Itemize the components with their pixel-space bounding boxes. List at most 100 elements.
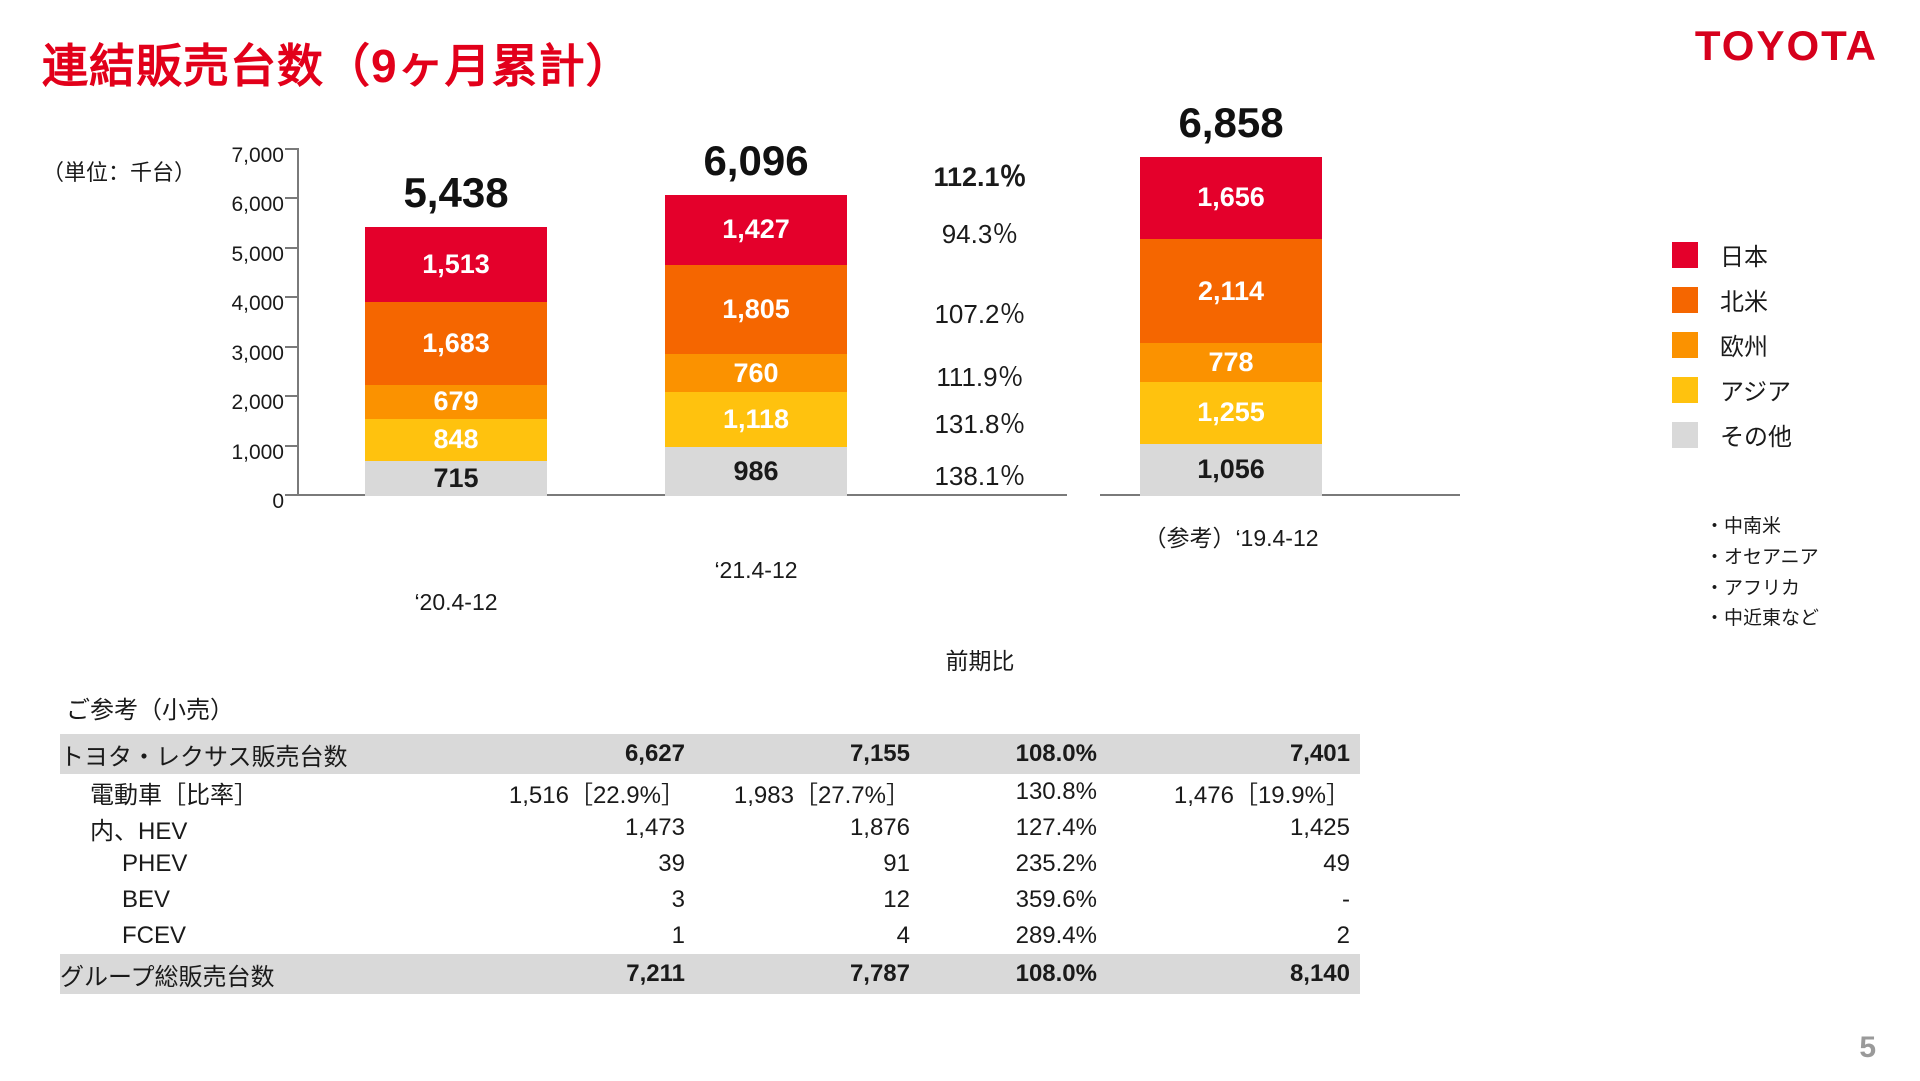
bar-segment-other[interactable]: 715	[365, 460, 547, 496]
bar-column[interactable]: 5,438 1,513 1,683 679 848 715 ‘20.4-12	[365, 169, 547, 615]
table-row-label: トヨタ・レクサス販売台数	[60, 743, 348, 771]
table-cell-value: 289.4%	[1015, 922, 1097, 949]
legend-notes: ・中南米・オセアニア ・アフリカ・中近東など	[1705, 512, 1819, 635]
bar-total-label: 6,096	[703, 136, 809, 184]
bar-segment-asia[interactable]: 1,255	[1140, 381, 1322, 444]
stacked-bar-chart: 0 1,000 2,000 3,000 4,000 5,000 6,000 7,000 5,4…	[0, 99, 1920, 674]
unit-note: （単位：千台）	[42, 160, 197, 185]
legend-color-swatch-icon	[1672, 331, 1698, 358]
table-cell-value: 1,876	[849, 814, 910, 841]
page-title: 連結販売台数（9ヶ月累計）	[42, 40, 633, 92]
bar-column[interactable]: 6,858 1,656 2,114 778 1,255 1,056 （参考）‘19.4-12	[1140, 99, 1322, 551]
bar-segment-asia[interactable]: 848	[365, 418, 547, 461]
table-cell-value: 1,516［22.9%］	[508, 781, 685, 809]
x-axis-category-label: （参考）‘19.4-12	[1143, 524, 1319, 551]
table-row: 内、HEV 1,473 1,876 127.4% 1,425	[60, 810, 1360, 846]
legend-item[interactable]: 欧州	[1672, 322, 1792, 367]
table-cell-value: 130.8%	[1015, 778, 1097, 805]
legend-item-label: 欧州	[1720, 334, 1768, 361]
table-row-label: BEV	[122, 886, 171, 913]
bar-segment-other[interactable]: 986	[665, 447, 847, 496]
table-row-label: PHEV	[122, 850, 188, 877]
legend-item-label: アジア	[1720, 379, 1792, 406]
legend-note-item: ・中近東など	[1705, 608, 1820, 630]
bar-segment-japan[interactable]: 1,427	[665, 194, 847, 266]
yoy-column-label: 前期比	[945, 648, 1015, 674]
yoy-percent-value: 112.1％	[933, 161, 1027, 192]
y-axis-tick-label: 4,000	[231, 292, 284, 316]
bar-segment-japan[interactable]: 1,513	[365, 227, 547, 302]
y-axis-line	[297, 148, 299, 496]
table-cell-value: 39	[658, 850, 685, 877]
yoy-percent-value: 94.3％	[941, 218, 1019, 249]
table-cell-value: 12	[883, 886, 910, 913]
reference-table-section: ご参考（小売） トヨタ・レクサス販売台数 6,627 7,155 108.0% 7,40…	[60, 690, 1370, 994]
legend-item[interactable]: アジア	[1672, 367, 1792, 412]
y-axis-tick-label: 3,000	[231, 341, 284, 365]
legend-item-label: その他	[1720, 424, 1792, 451]
y-axis-tick-label: 5,000	[231, 242, 284, 266]
bar-segment-other[interactable]: 1,056	[1140, 443, 1322, 496]
table-cell-value: 1,983［27.7%］	[733, 781, 910, 809]
y-axis-tick-label: 0	[272, 490, 284, 513]
table-cell-value: 6,627	[624, 740, 685, 767]
bar-column[interactable]: 6,096 1,427 1,805 760 1,118 986 ‘21.4-12	[665, 137, 847, 583]
legend-item[interactable]: その他	[1672, 412, 1792, 457]
x-axis-category-label: ‘21.4-12	[714, 556, 798, 583]
bar-segment-asia[interactable]: 1,118	[665, 391, 847, 448]
table-caption: ご参考（小売）	[66, 697, 234, 724]
table-cell-value: 1,425	[1289, 814, 1350, 841]
stacked-bar[interactable]: 1,513 1,683 679 848 715	[365, 227, 547, 496]
yoy-percent-value: 131.8％	[934, 408, 1026, 439]
bar-segment-japan[interactable]: 1,656	[1140, 156, 1322, 239]
y-axis-tick-mark	[285, 296, 297, 299]
table-cell-value: 1,476［19.9%］	[1173, 781, 1350, 809]
legend-item[interactable]: 北米	[1672, 277, 1792, 322]
y-axis-tick-mark	[285, 148, 297, 150]
x-axis-category-label: ‘20.4-12	[414, 589, 498, 616]
y-axis-tick-mark	[285, 246, 297, 249]
bar-segment-north-america[interactable]: 1,683	[365, 302, 547, 386]
table-cell-value: 3	[671, 886, 685, 913]
bar-total-label: 6,858	[1178, 98, 1284, 146]
table-cell-value: 7,155	[849, 740, 910, 767]
table-cell-value: 108.0%	[1015, 740, 1097, 767]
bar-segment-north-america[interactable]: 1,805	[665, 265, 847, 355]
y-axis-tick-label: 1,000	[231, 440, 284, 464]
table-row-label: FCEV	[122, 922, 187, 949]
bar-segment-north-america[interactable]: 2,114	[1140, 238, 1322, 344]
y-axis-tick-mark	[285, 494, 297, 496]
table-cell-value: -	[1342, 886, 1350, 913]
legend-note-item: ・中南米	[1705, 516, 1782, 537]
yoy-percent-value: 138.1％	[934, 460, 1026, 491]
legend-color-swatch-icon	[1672, 241, 1698, 268]
legend-note-item: ・アフリカ	[1705, 577, 1801, 599]
reference-table: トヨタ・レクサス販売台数 6,627 7,155 108.0% 7,401 電動車［比率］…	[60, 734, 1360, 994]
legend-item[interactable]: 日本	[1672, 232, 1792, 277]
stacked-bar[interactable]: 1,656 2,114 778 1,255 1,056	[1140, 156, 1322, 496]
table-row: FCEV 1 4 289.4% 2	[60, 918, 1360, 954]
table-cell-value: 235.2%	[1015, 850, 1097, 877]
toyota-logo: TOYOTA	[1694, 22, 1878, 69]
bar-total-label: 5,438	[403, 169, 509, 217]
page-number: 5	[1859, 1031, 1876, 1064]
stacked-bar[interactable]: 1,427 1,805 760 1,118 986	[665, 194, 847, 496]
y-axis-tick-label: 7,000	[231, 144, 284, 167]
y-axis-labels: 0 1,000 2,000 3,000 4,000 5,000 6,000 7,000	[222, 144, 284, 513]
table-cell-value: 49	[1323, 850, 1350, 877]
table-cell-value: 1	[671, 922, 685, 949]
table-cell-value: 8,140	[1289, 960, 1350, 987]
legend-item-label: 日本	[1720, 244, 1768, 271]
y-axis-tick-mark	[285, 444, 297, 447]
bar-segment-europe[interactable]: 760	[665, 354, 847, 392]
table-cell-value: 359.6%	[1015, 886, 1097, 913]
table-row: BEV 3 12 359.6% -	[60, 882, 1360, 918]
table-row: トヨタ・レクサス販売台数 6,627 7,155 108.0% 7,401	[60, 734, 1360, 774]
legend-color-swatch-icon	[1672, 376, 1698, 403]
legend-note-item: ・オセアニア	[1705, 546, 1819, 568]
table-row: PHEV 39 91 235.2% 49	[60, 846, 1360, 882]
bar-segment-europe[interactable]: 679	[365, 385, 547, 419]
bar-segment-europe[interactable]: 778	[1140, 343, 1322, 382]
table-row: グループ総販売台数 7,211 7,787 108.0% 8,140	[60, 954, 1360, 994]
